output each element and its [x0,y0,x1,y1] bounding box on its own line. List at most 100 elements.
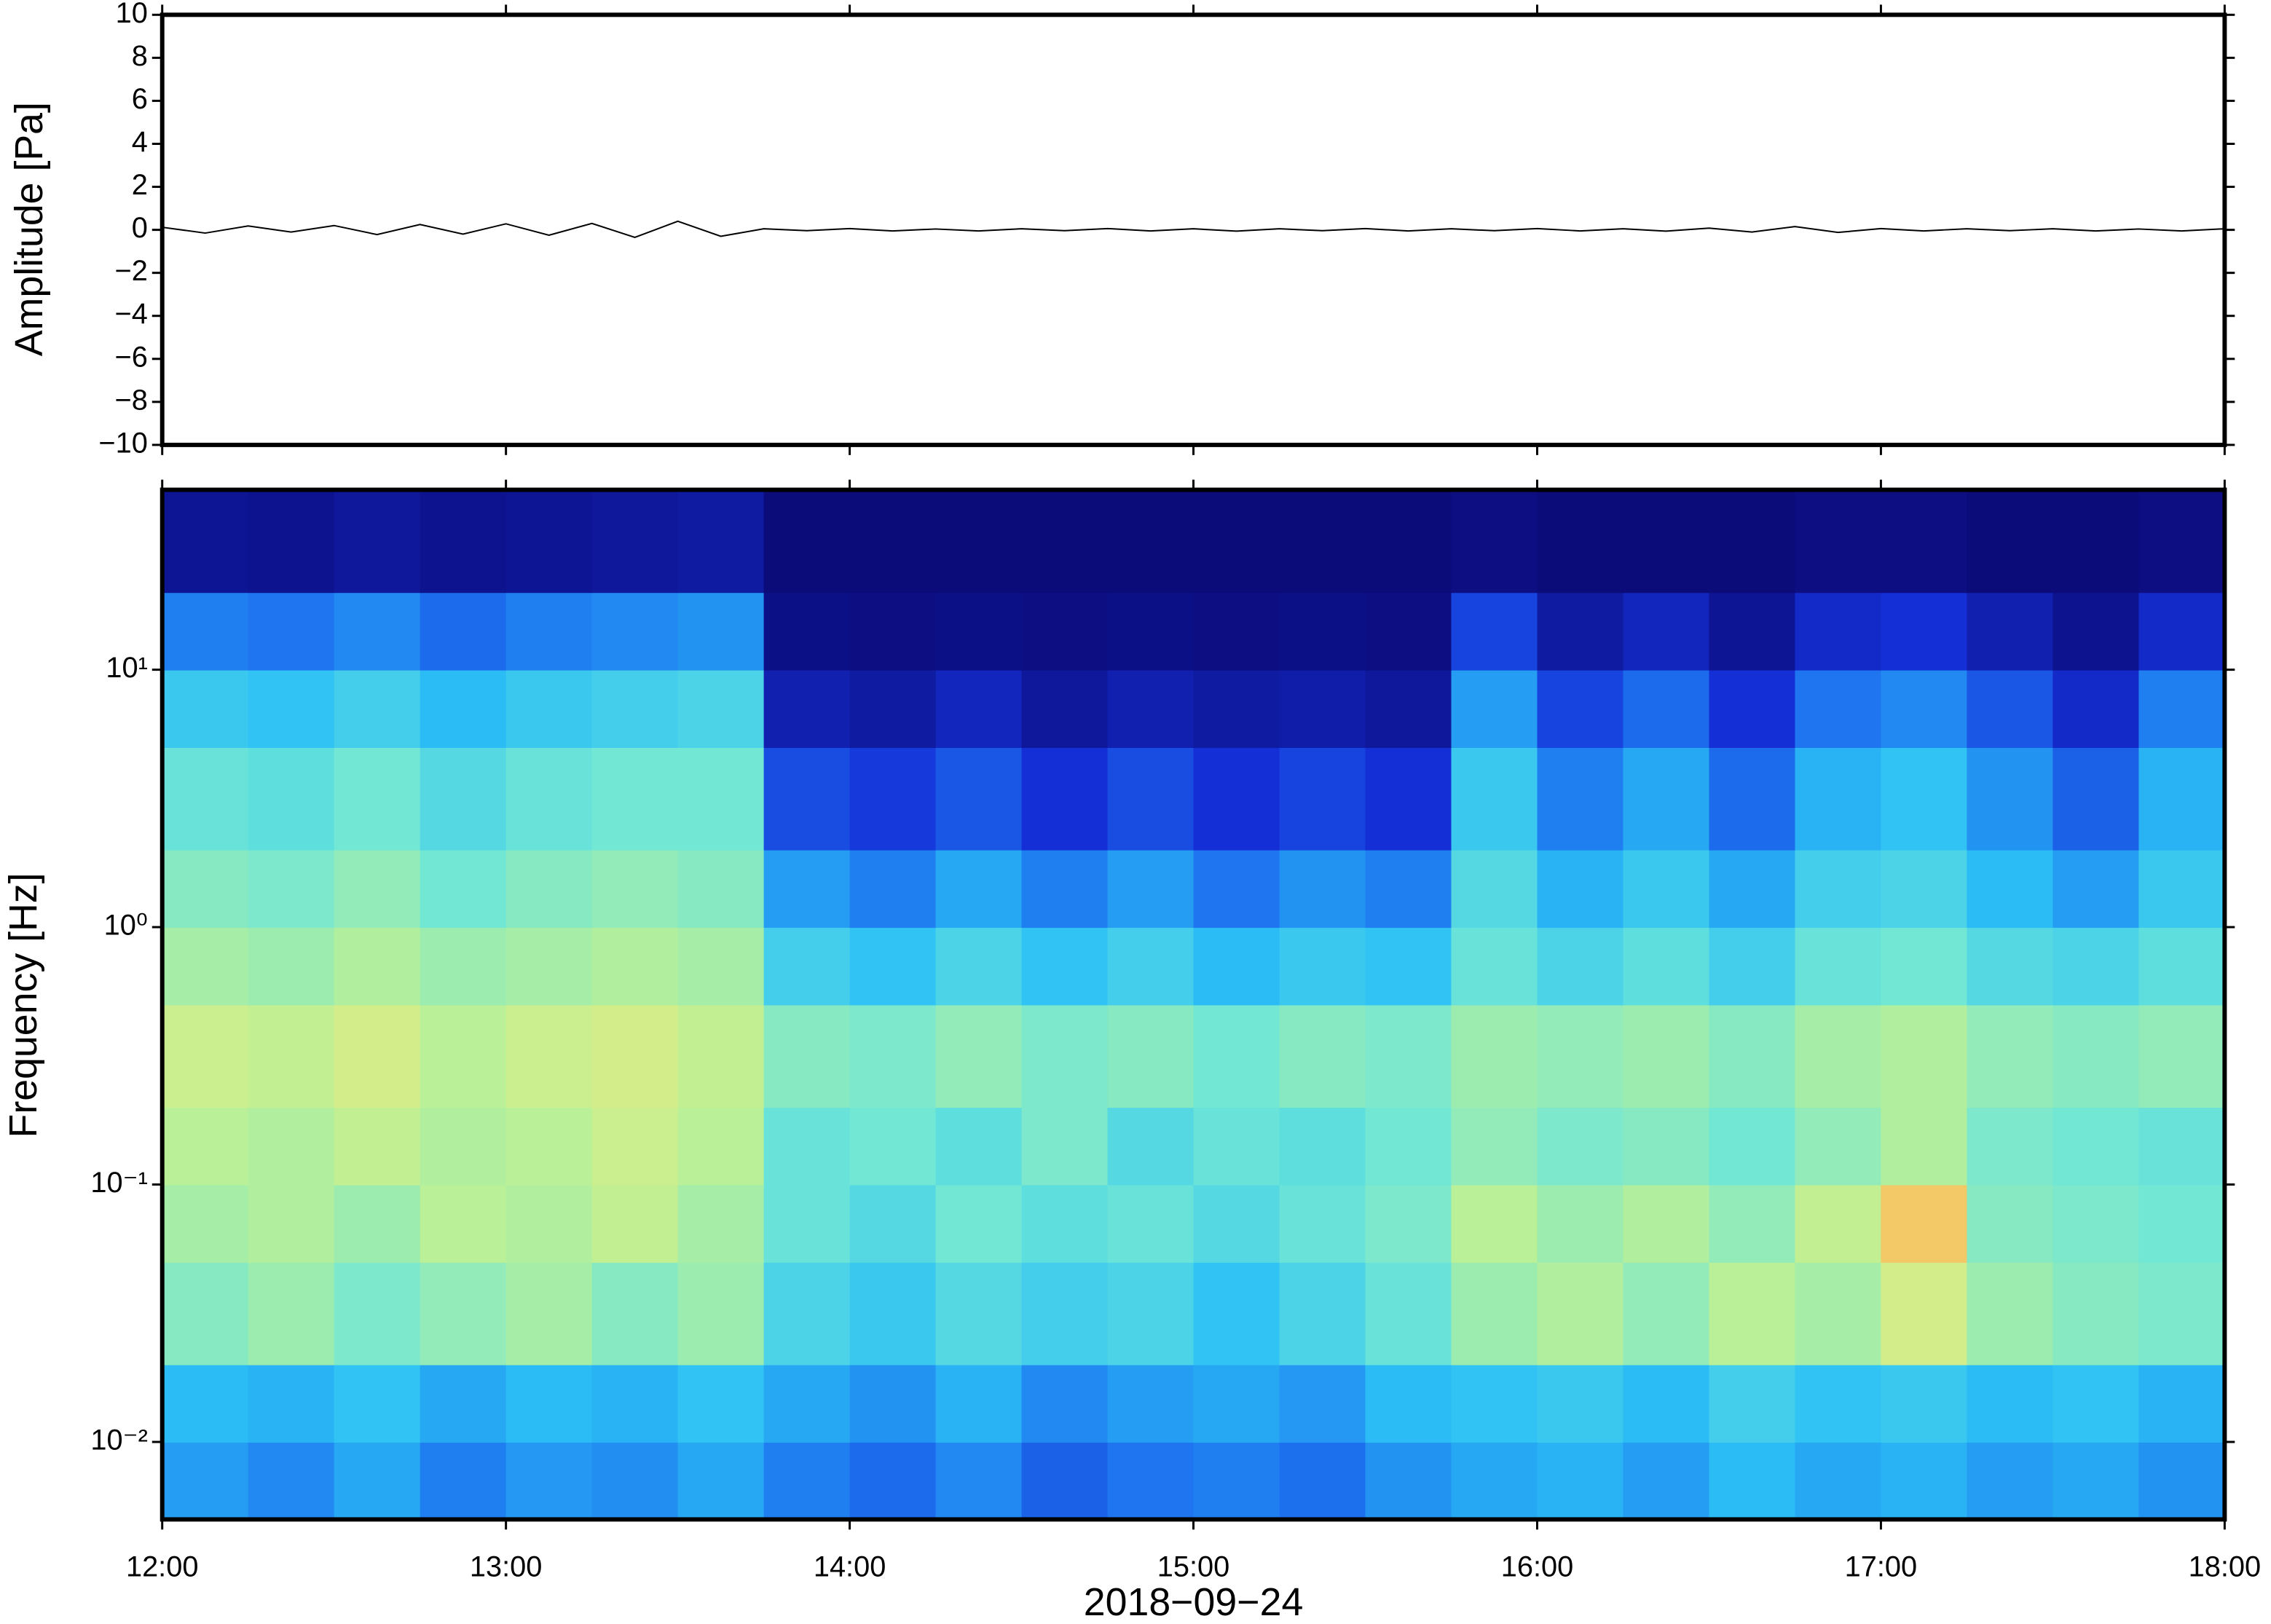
spectrogram-cell [1107,747,1194,851]
spectrogram-cell [1967,747,2054,851]
spectrogram-cell [935,1107,1023,1186]
spectrogram-cell [1537,1184,1624,1263]
spectrogram-cell [1107,1004,1194,1108]
spectrogram-cell [334,1004,421,1108]
spectrogram-cell [248,489,335,594]
spectrogram-cell [677,489,765,594]
spectrogram-cell [1709,1364,1796,1443]
spectrogram-cell [1881,1004,1968,1108]
spectrogram-cell [505,849,593,929]
spectrogram-cell [1623,489,1710,594]
spectrogram-cell [1279,669,1366,749]
spectrogram-cell [2138,669,2226,749]
spectrogram-cell [162,1441,249,1521]
spectrogram-cell [162,1184,249,1263]
y-tick-label: −4 [114,298,147,330]
x-tick-label: 16:00 [1501,1551,1574,1583]
spectrogram-cell [1795,592,1882,671]
spectrogram-cell [1451,849,1538,929]
spectrogram-cell [1795,489,1882,594]
spectrogram-cell [334,747,421,851]
spectrogram-cell [591,592,679,671]
spectrogram-cell [1537,747,1624,851]
spectrogram-cell [591,747,679,851]
spectrogram-cell [1279,489,1366,594]
spectrogram-cell [935,489,1023,594]
spectrogram-cell [1193,849,1280,929]
y-tick-label: 10¹ [106,652,147,684]
spectrogram-cell [849,927,937,1006]
y-tick-label: 6 [132,83,148,115]
spectrogram-cell [248,1004,335,1108]
spectrogram-cell [2138,747,2226,851]
spectrogram-cell [1193,747,1280,851]
spectrogram-cell [935,849,1023,929]
spectrogram-cell [1107,849,1194,929]
spectrogram-cell [2138,1184,2226,1263]
spectrogram-cell [1709,489,1796,594]
spectrogram-cell [1107,1364,1194,1443]
spectrogram-cell [2138,592,2226,671]
spectrogram-cell [849,1441,937,1521]
spectrogram-cell [1967,669,2054,749]
spectrogram-cell [2138,1107,2226,1186]
spectrogram-cell [420,669,507,749]
x-tick-label: 13:00 [470,1551,543,1583]
spectrogram-cell [2052,927,2140,1006]
spectrogram-cell [420,1441,507,1521]
x-tick-label: 14:00 [814,1551,886,1583]
spectrogram-cell [2138,489,2226,594]
waveform-line [162,220,2225,239]
spectrogram-cell [1967,489,2054,594]
spectrogram-cell [1451,1184,1538,1263]
spectrogram-cell [763,849,851,929]
spectrogram-cell [1279,592,1366,671]
spectrogram-cell [505,489,593,594]
spectrogram-cell [1795,927,1882,1006]
spectrogram-cell [591,1004,679,1108]
spectrogram-cell [1193,1261,1280,1365]
spectrogram-cell [334,927,421,1006]
spectrogram-cell [935,1364,1023,1443]
spectrogram-cell [248,1107,335,1186]
spectrogram-cell [1107,669,1194,749]
spectrogram-cell [248,1261,335,1365]
spectrogram-cell [162,927,249,1006]
spectrogram-cell [1279,1184,1366,1263]
spectrogram-cell [248,1441,335,1521]
spectrogram-cell [763,747,851,851]
spectrogram-cell [1021,1441,1109,1521]
spectrogram-cell [1451,1261,1538,1365]
spectrogram-cell [1881,927,1968,1006]
spectrogram-cell [1107,1441,1194,1521]
spectrogram-cell [1623,927,1710,1006]
spectrogram-cell [1365,1261,1452,1365]
spectrogram-cell [420,1184,507,1263]
spectrogram-cell [1709,747,1796,851]
spectrogram-cell [677,592,765,671]
spectrogram-cell [763,1184,851,1263]
spectrogram-cell [1365,927,1452,1006]
spectrogram-cell [1623,1261,1710,1365]
spectrogram-cell [1365,849,1452,929]
y-tick-label: 2 [132,169,148,201]
spectrogram-cell [1537,669,1624,749]
spectrogram-cell [1709,669,1796,749]
spectrogram-cell [1365,1004,1452,1108]
spectrogram-cell [1365,1184,1452,1263]
spectrogram-cell [1279,927,1366,1006]
spectrogram-cell [935,1004,1023,1108]
spectrogram-cell [1193,489,1280,594]
spectrogram-cell [591,1441,679,1521]
spectrogram-cell [1021,1364,1109,1443]
spectrogram-cell [849,1184,937,1263]
spectrogram-cell [505,669,593,749]
spectrogram-cell [1623,1441,1710,1521]
spectrogram-cell [763,1364,851,1443]
spectrogram-cell [1279,1004,1366,1108]
spectrogram-cell [1365,1441,1452,1521]
spectrogram-cell [248,1364,335,1443]
spectrogram-cell [677,1184,765,1263]
